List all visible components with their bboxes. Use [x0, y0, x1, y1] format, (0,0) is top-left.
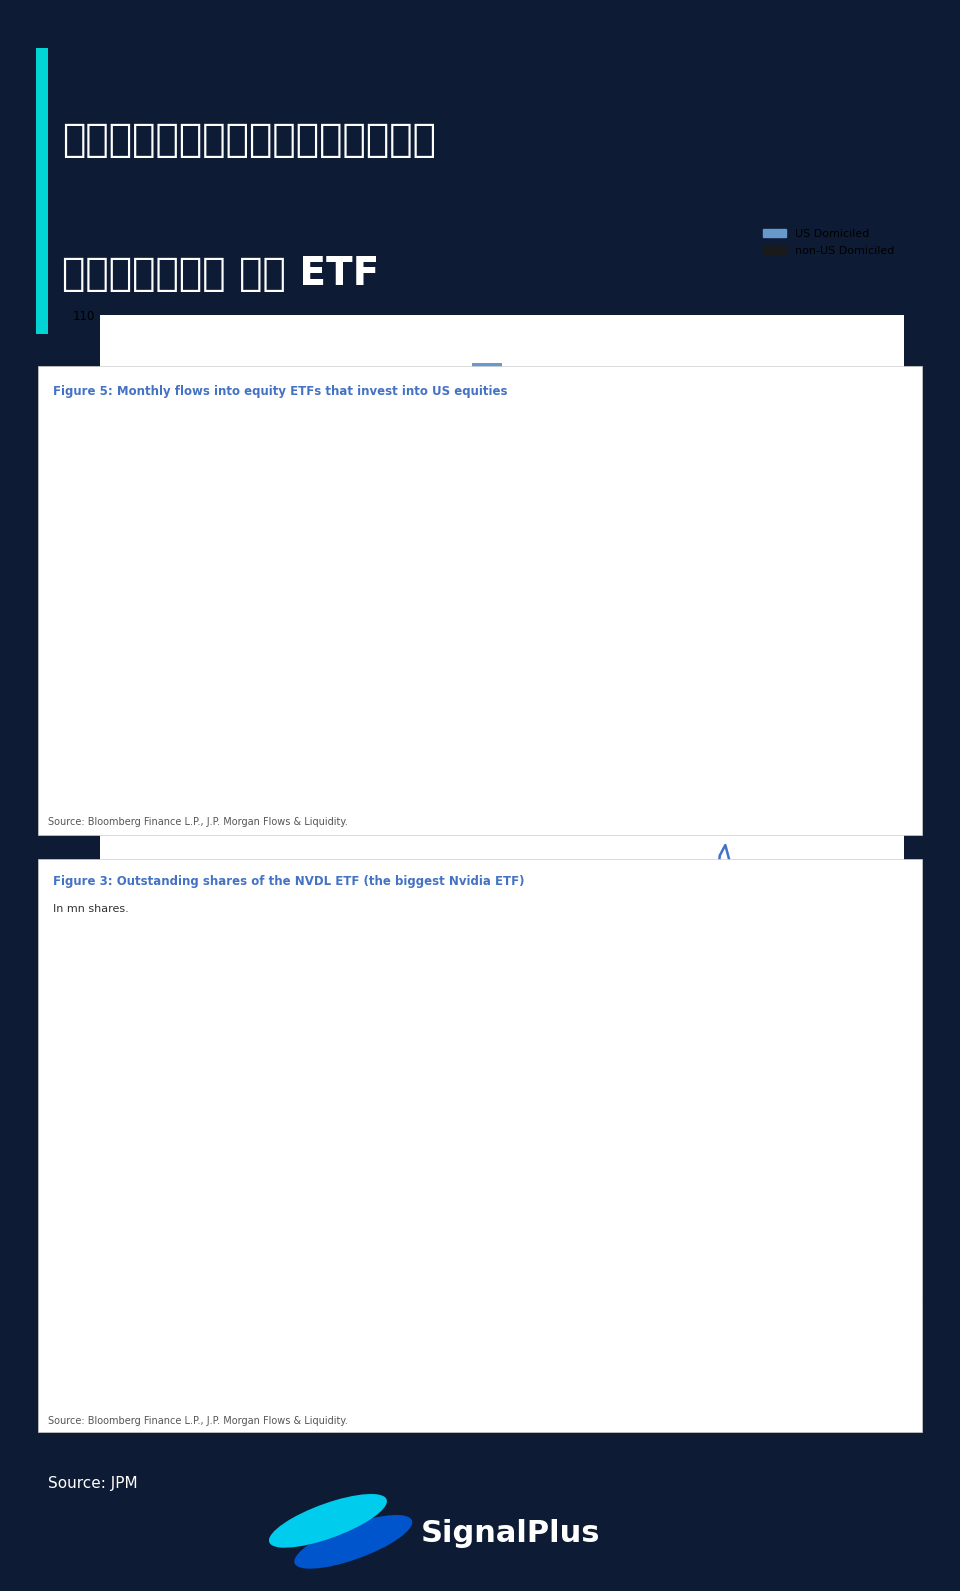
Bar: [844, 668, 874, 671]
Text: Source: Bloomberg Finance L.P., J.P. Morgan Flows & Liquidity.: Source: Bloomberg Finance L.P., J.P. Mor…: [48, 1416, 348, 1426]
Bar: [387, 511, 417, 668]
Text: Source: Bloomberg Finance L.P., J.P. Morgan Flows & Liquidity.: Source: Bloomberg Finance L.P., J.P. Mor…: [48, 818, 348, 827]
Text: 美国散户在市场回调期间仍持续买入: 美国散户在市场回调期间仍持续买入: [62, 121, 437, 159]
Text: Figure 3: Outstanding shares of the NVDL ETF (the biggest Nvidia ETF): Figure 3: Outstanding shares of the NVDL…: [53, 875, 524, 888]
Bar: [246, 643, 276, 668]
Text: Figure 5: Monthly flows into equity ETFs that invest into US equities: Figure 5: Monthly flows into equity ETFs…: [53, 385, 507, 398]
Legend: US Domiciled, non-US Domiciled: US Domiciled, non-US Domiciled: [759, 224, 899, 259]
Ellipse shape: [295, 1515, 412, 1569]
Bar: [502, 571, 532, 668]
Text: （并坚持持有） 股票 ETF: （并坚持持有） 股票 ETF: [62, 255, 379, 293]
Bar: [558, 385, 588, 668]
Text: Source: JPM: Source: JPM: [48, 1476, 137, 1491]
Bar: [331, 636, 361, 668]
Text: In mn shares.: In mn shares.: [53, 904, 129, 913]
Bar: [814, 611, 844, 668]
Bar: [472, 363, 502, 668]
Bar: [673, 624, 703, 668]
Bar: [643, 624, 673, 668]
Bar: [417, 633, 446, 668]
Bar: [729, 571, 758, 668]
Bar: [758, 655, 788, 668]
Bar: [588, 584, 617, 668]
Bar: [216, 581, 246, 668]
Text: SignalPlus: SignalPlus: [420, 1518, 600, 1548]
Bar: [160, 624, 190, 668]
Bar: [301, 565, 331, 668]
Ellipse shape: [269, 1494, 387, 1548]
Bar: [131, 485, 160, 668]
